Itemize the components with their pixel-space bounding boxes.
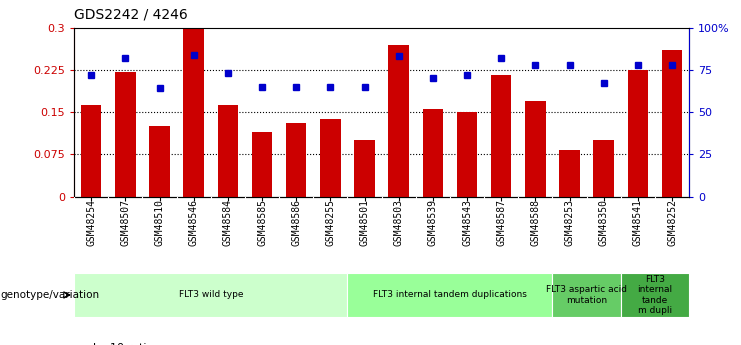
Text: FLT3
internal
tande
m dupli: FLT3 internal tande m dupli (637, 275, 673, 315)
Bar (388, 45, 409, 197)
Text: log10 ratio: log10 ratio (93, 344, 153, 345)
Text: GSM48546: GSM48546 (189, 199, 199, 246)
Text: FLT3 wild type: FLT3 wild type (179, 290, 243, 299)
Text: GSM48503: GSM48503 (393, 199, 404, 246)
Text: GSM48584: GSM48584 (223, 199, 233, 246)
Text: FLT3 internal tandem duplications: FLT3 internal tandem duplications (373, 290, 527, 299)
Bar (149, 126, 170, 197)
Bar (115, 71, 136, 197)
Bar (218, 105, 238, 197)
Bar (184, 28, 204, 197)
Text: GSM48501: GSM48501 (359, 199, 370, 246)
Bar (286, 124, 307, 197)
Text: GSM48253: GSM48253 (565, 199, 574, 246)
Text: GSM48588: GSM48588 (531, 199, 540, 246)
Bar (491, 76, 511, 197)
Bar (74, 273, 348, 317)
Text: GSM48255: GSM48255 (325, 199, 336, 246)
Text: GSM48586: GSM48586 (291, 199, 301, 246)
Text: ■: ■ (74, 342, 86, 345)
Text: GSM48507: GSM48507 (120, 199, 130, 246)
Bar (81, 105, 102, 197)
Text: FLT3 aspartic acid
mutation: FLT3 aspartic acid mutation (546, 285, 627, 305)
Bar (525, 101, 545, 197)
Text: GSM48587: GSM48587 (496, 199, 506, 246)
Text: GSM48254: GSM48254 (86, 199, 96, 246)
Text: GSM48543: GSM48543 (462, 199, 472, 246)
Bar (320, 119, 341, 197)
Bar (354, 140, 375, 197)
Bar (662, 50, 682, 197)
Text: GSM48510: GSM48510 (155, 199, 165, 246)
Bar (628, 70, 648, 197)
Text: GSM48539: GSM48539 (428, 199, 438, 246)
Text: GSM48350: GSM48350 (599, 199, 608, 246)
Text: GDS2242 / 4246: GDS2242 / 4246 (74, 8, 188, 22)
Bar (348, 273, 553, 317)
Bar (553, 273, 621, 317)
Text: GSM48252: GSM48252 (667, 199, 677, 246)
Bar (252, 132, 272, 197)
Text: GSM48585: GSM48585 (257, 199, 267, 246)
Text: genotype/variation: genotype/variation (0, 290, 99, 300)
Bar (456, 112, 477, 197)
Text: GSM48541: GSM48541 (633, 199, 643, 246)
Bar (559, 150, 579, 197)
Bar (594, 140, 614, 197)
Bar (621, 273, 689, 317)
Bar (422, 109, 443, 197)
